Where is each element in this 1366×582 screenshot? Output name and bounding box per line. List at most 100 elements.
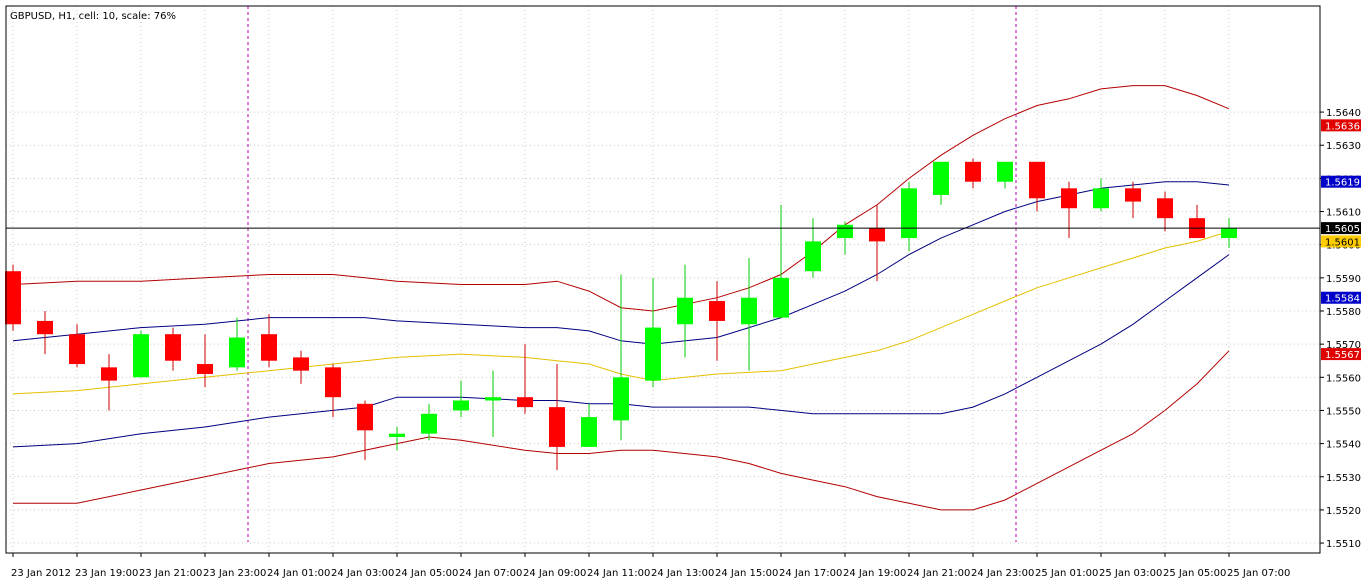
price-tag: 1.5584 — [1321, 291, 1361, 305]
grid — [6, 6, 1320, 553]
candle-body — [645, 327, 661, 381]
candle-bullish — [773, 204, 789, 318]
y-tick-label: 1.5560 — [1326, 373, 1361, 384]
candle-bullish — [741, 257, 757, 371]
x-tick-label: 25 Jan 01:00 — [1035, 568, 1098, 579]
candle-body — [901, 188, 917, 239]
x-tick-label: 24 Jan 09:00 — [523, 568, 586, 579]
candle-bearish — [37, 310, 53, 355]
candle-bearish — [1061, 181, 1077, 239]
x-tick-label: 23 Jan 2012 — [11, 568, 71, 579]
price-tag-label: 1.5619 — [1325, 178, 1360, 189]
candle-bearish — [549, 364, 565, 471]
x-tick-label: 23 Jan 21:00 — [139, 568, 202, 579]
candle-body — [965, 161, 981, 182]
candle-bearish — [5, 264, 21, 331]
price-tag-label: 1.5567 — [1325, 350, 1360, 361]
y-tick-label: 1.5640 — [1326, 108, 1361, 119]
candle-bullish — [933, 161, 949, 205]
candle-bullish — [1093, 178, 1109, 212]
y-tick-label: 1.5530 — [1326, 473, 1361, 484]
price-tag-bg — [1321, 291, 1361, 304]
candle-body — [485, 397, 501, 401]
price-tag-label: 1.5601 — [1325, 237, 1360, 248]
x-tick-label: 24 Jan 03:00 — [331, 568, 394, 579]
candle-body — [165, 334, 181, 361]
candle-body — [1061, 188, 1077, 209]
price-tag: 1.5601 — [1321, 235, 1361, 248]
candle-bearish — [1029, 161, 1045, 212]
candle-bullish — [229, 317, 245, 371]
x-tick-label: 25 Jan 05:00 — [1163, 568, 1226, 579]
candle-body — [421, 413, 437, 434]
candle-body — [1157, 198, 1173, 219]
candles — [5, 158, 1237, 471]
candle-body — [837, 224, 853, 239]
price-tag: 1.5567 — [1321, 348, 1361, 361]
price-tag-bg — [1321, 175, 1361, 188]
candle-bullish — [421, 403, 437, 441]
candle-body — [741, 297, 757, 325]
period-separators — [247, 6, 1017, 542]
price-tag-label: 1.5605 — [1325, 224, 1360, 235]
price-tag: 1.5619 — [1321, 175, 1361, 189]
candle-bearish — [1125, 181, 1141, 219]
y-tick-label: 1.5610 — [1326, 208, 1361, 219]
price-tag-bg — [1321, 235, 1361, 248]
candle-bearish — [69, 324, 85, 368]
candle-body — [197, 364, 213, 374]
candle-bullish — [645, 277, 661, 388]
candle-bearish — [101, 354, 117, 411]
candle-bullish — [1221, 218, 1237, 249]
x-tick-label: 23 Jan 19:00 — [75, 568, 138, 579]
x-tick-label: 25 Jan 07:00 — [1227, 568, 1290, 579]
y-tick-label: 1.5570 — [1326, 340, 1361, 351]
candle-body — [1093, 188, 1109, 209]
x-tick-label: 24 Jan 21:00 — [907, 568, 970, 579]
candle-body — [101, 367, 117, 381]
price-tag: 1.5636 — [1321, 119, 1361, 132]
candle-body — [677, 297, 693, 325]
x-tick-label: 23 Jan 23:00 — [203, 568, 266, 579]
x-tick-label: 24 Jan 13:00 — [651, 568, 714, 579]
candle-bearish — [1157, 191, 1173, 232]
candle-bullish — [453, 380, 469, 418]
price-tags: 1.5636 1.5619 1.5605 1.5601 1.5584 1.5567 — [1321, 119, 1361, 361]
candle-bullish — [133, 330, 149, 378]
x-tick-label: 25 Jan 03:00 — [1099, 568, 1162, 579]
candle-bullish — [581, 403, 597, 447]
price-tag-bg — [1321, 119, 1361, 132]
candle-body — [1125, 188, 1141, 202]
y-tick-label: 1.5540 — [1326, 440, 1361, 451]
candle-body — [1029, 161, 1045, 199]
band-lower-outer — [13, 350, 1230, 511]
price-tag-label: 1.5584 — [1325, 294, 1360, 305]
price-tag-bg — [1321, 348, 1361, 361]
candle-bearish — [357, 400, 373, 461]
candle-body — [229, 337, 245, 368]
x-tick-label: 24 Jan 17:00 — [779, 568, 842, 579]
candle-body — [133, 334, 149, 378]
candle-bearish — [293, 350, 309, 384]
candle-body — [581, 417, 597, 447]
candle-bearish — [517, 344, 533, 414]
candle-bullish — [677, 264, 693, 358]
candle-body — [5, 271, 21, 325]
candle-bearish — [197, 334, 213, 388]
price-tag: 1.5605 — [1321, 222, 1361, 235]
candle-bearish — [965, 158, 981, 189]
candle-bearish — [261, 314, 277, 368]
candle-bullish — [997, 161, 1013, 189]
candle-body — [869, 228, 885, 242]
candle-body — [1221, 228, 1237, 239]
y-tick-label: 1.5510 — [1326, 539, 1361, 550]
x-tick-label: 24 Jan 05:00 — [395, 568, 458, 579]
candle-bullish — [389, 427, 405, 451]
candle-body — [709, 301, 725, 321]
time-axis: 23 Jan 2012 23 Jan 19:00 23 Jan 21:00 23 Ja… — [11, 553, 1290, 579]
candle-body — [325, 367, 341, 398]
candle-body — [389, 433, 405, 437]
candle-body — [549, 407, 565, 447]
